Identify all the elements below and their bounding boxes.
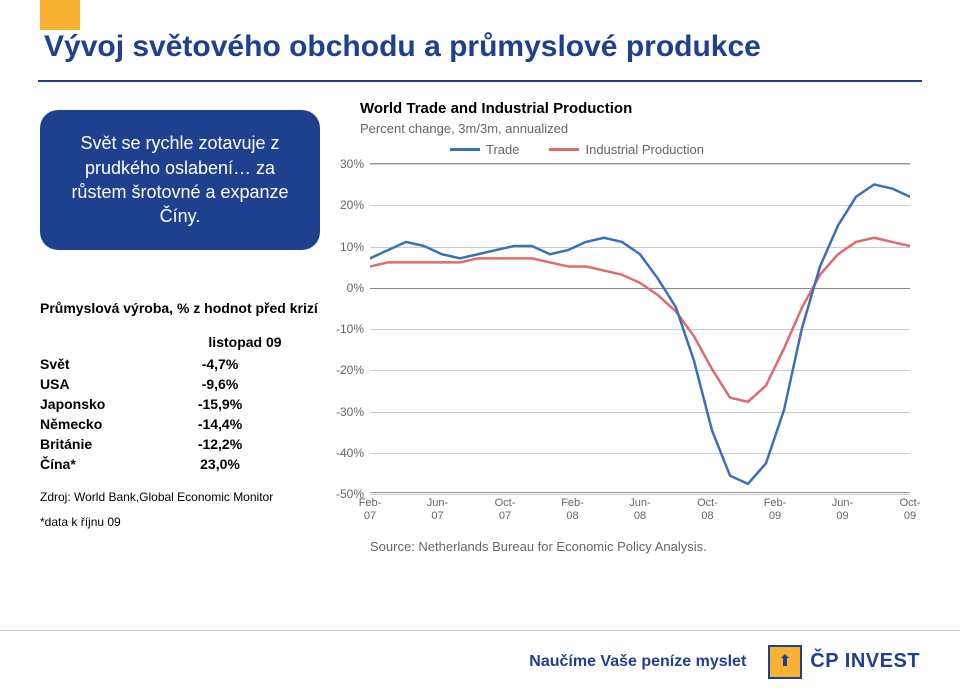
table-row: USA -9,6% [40, 374, 330, 394]
x-axis-label: Jun-07 [427, 497, 448, 523]
top-accent-bar [40, 0, 80, 30]
page-title: Vývoj světového obchodu a průmyslové pro… [44, 30, 761, 64]
legend-label: Trade [486, 142, 519, 157]
row-label: Británie [40, 436, 160, 452]
table-row: Svět -4,7% [40, 354, 330, 374]
row-label: Japonsko [40, 396, 160, 412]
chart-legend: Trade Industrial Production [450, 142, 920, 157]
table-header: listopad 09 [160, 330, 330, 354]
table-row: Japonsko -15,9% [40, 394, 330, 414]
table-row: Británie -12,2% [40, 434, 330, 454]
legend-label: Industrial Production [585, 142, 704, 157]
data-table: listopad 09 Svět -4,7% USA -9,6% Japonsk… [40, 330, 330, 474]
y-axis-label: 20% [340, 198, 370, 212]
footer-slogan: Naučíme Vaše peníze myslet [529, 653, 746, 671]
y-axis-label: -30% [336, 405, 370, 419]
table-footnote: *data k říjnu 09 [40, 515, 121, 529]
y-axis-label: -10% [336, 322, 370, 336]
legend-swatch [450, 148, 480, 151]
title-rule [38, 80, 922, 82]
row-label: Německo [40, 416, 160, 432]
legend-item-industrial: Industrial Production [549, 142, 704, 157]
x-axis-label: Feb-09 [764, 497, 787, 523]
y-axis-label: -20% [336, 363, 370, 377]
y-axis-label: 0% [347, 281, 370, 295]
chart-plot: 30%20%10%0%-10%-20%-30%-40%-50% [370, 163, 910, 493]
row-label: Čína* [40, 456, 160, 472]
row-value: -9,6% [160, 376, 280, 392]
chart-lines [370, 164, 910, 492]
legend-item-trade: Trade [450, 142, 519, 157]
logo-mark-icon [768, 645, 802, 679]
row-value: -14,4% [160, 416, 280, 432]
chart-subtitle: Percent change, 3m/3m, annualized [360, 121, 920, 136]
table-row: Čína* 23,0% [40, 454, 330, 474]
row-label: USA [40, 376, 160, 392]
x-axis-label: Feb-08 [561, 497, 584, 523]
x-axis-label: Jun-08 [629, 497, 650, 523]
y-axis-label: 30% [340, 157, 370, 171]
callout-box: Svět se rychle zotavuje z prudkého oslab… [40, 110, 320, 250]
callout-text: Svět se rychle zotavuje z prudkého oslab… [60, 131, 300, 228]
table-source: Zdroj: World Bank,Global Economic Monito… [40, 490, 273, 504]
x-axis-label: Oct-08 [697, 497, 718, 523]
table-caption: Průmyslová výroba, % z hodnot před krizí [40, 300, 318, 316]
y-axis-label: -40% [336, 446, 370, 460]
x-axis-label: Jun-09 [832, 497, 853, 523]
legend-swatch [549, 148, 579, 151]
x-axis-label: Feb-07 [359, 497, 382, 523]
row-value: 23,0% [160, 456, 280, 472]
row-value: -4,7% [160, 356, 280, 372]
y-axis-label: 10% [340, 240, 370, 254]
chart-region: World Trade and Industrial Production Pe… [360, 100, 920, 580]
footer-logo: ČP INVEST [768, 645, 920, 679]
chart-xlabels: Feb-07Jun-07Oct-07Feb-08Jun-08Oct-08Feb-… [370, 493, 910, 533]
row-value: -12,2% [160, 436, 280, 452]
x-axis-label: Oct-07 [495, 497, 516, 523]
footer: Naučíme Vaše peníze myslet ČP INVEST [0, 630, 960, 692]
chart-title: World Trade and Industrial Production [360, 100, 920, 117]
x-axis-label: Oct-09 [900, 497, 921, 523]
row-label: Svět [40, 356, 160, 372]
table-row: Německo -14,4% [40, 414, 330, 434]
logo-text: ČP INVEST [810, 650, 920, 673]
chart-source: Source: Netherlands Bureau for Economic … [370, 539, 920, 554]
row-value: -15,9% [160, 396, 280, 412]
